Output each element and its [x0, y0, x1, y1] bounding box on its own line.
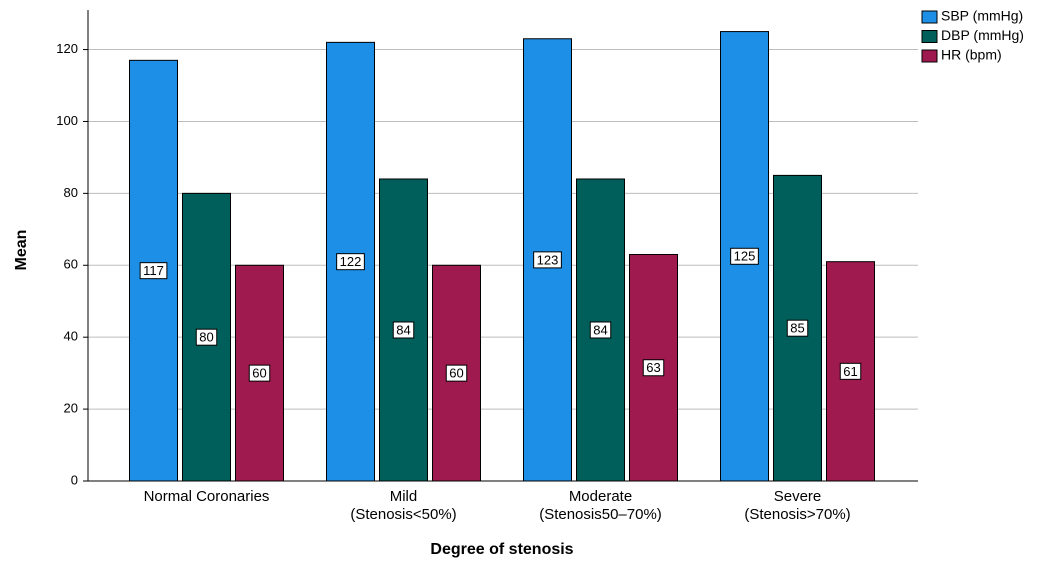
y-tick-label: 100 — [56, 113, 78, 128]
value-label: 60 — [252, 366, 266, 381]
y-axis-title: Mean — [13, 230, 30, 271]
value-label-box — [248, 364, 271, 382]
value-label: 61 — [843, 364, 857, 379]
x-tick-label: Mild (Stenosis<50%) — [350, 488, 456, 523]
value-label: 84 — [396, 322, 410, 337]
value-label-box — [730, 247, 759, 265]
value-label-box — [445, 364, 468, 382]
y-tick-label: 60 — [64, 257, 78, 272]
value-label: 117 — [143, 263, 164, 278]
legend-swatch — [921, 10, 938, 24]
value-label: 80 — [199, 330, 213, 345]
value-label-box — [336, 253, 365, 271]
value-label: 60 — [449, 366, 463, 381]
value-label-box — [589, 321, 612, 339]
legend-swatch — [921, 49, 938, 63]
legend-label: DBP (mmHg) — [941, 27, 1024, 43]
legend-label: SBP (mmHg) — [941, 8, 1023, 24]
x-tick-label: Normal Coronaries — [144, 488, 270, 505]
value-label: 122 — [340, 254, 362, 269]
y-tick-label: 80 — [64, 185, 78, 200]
value-label: 84 — [593, 322, 607, 337]
value-label-box — [195, 328, 218, 346]
y-tick-label: 20 — [64, 401, 78, 416]
value-label: 125 — [734, 249, 756, 264]
legend-swatch — [921, 30, 938, 43]
x-tick-label: Severe (Stenosis>70%) — [744, 488, 850, 523]
value-label-box — [392, 321, 415, 339]
x-tick-label: Moderate (Stenosis50–70%) — [539, 488, 662, 523]
value-label-box — [839, 362, 862, 380]
value-label: 123 — [537, 252, 559, 267]
legend-label: HR (bpm) — [941, 47, 1002, 63]
y-tick-label: 120 — [56, 41, 78, 56]
value-label-box — [642, 359, 665, 377]
value-label-box — [533, 251, 562, 269]
value-label-box — [139, 262, 168, 280]
y-tick-label: 0 — [71, 472, 78, 487]
y-tick-label: 40 — [64, 329, 78, 344]
value-label: 85 — [790, 321, 804, 336]
value-label-box — [786, 319, 809, 337]
value-label: 63 — [646, 360, 660, 375]
x-axis-title: Degree of stenosis — [430, 541, 573, 558]
